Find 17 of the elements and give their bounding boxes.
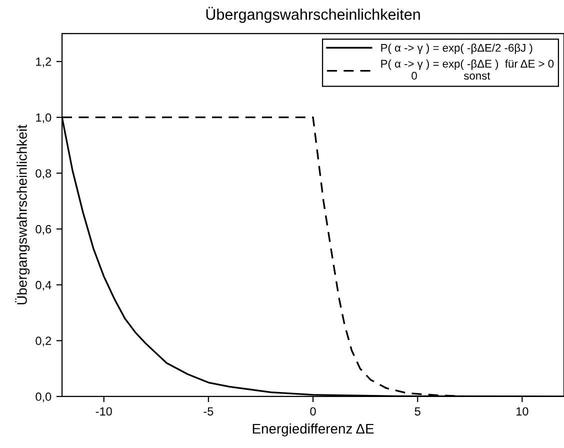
legend-label: P( α -> γ ) = exp( -βΔE/2 -6βJ ) bbox=[381, 44, 532, 54]
y-tick-label: 1,0 bbox=[36, 113, 52, 124]
y-tick-label: 0,2 bbox=[36, 336, 52, 346]
x-tick-label: -10 bbox=[96, 407, 112, 416]
x-axis-title: Energiedifferenz ΔE bbox=[252, 423, 374, 436]
y-axis-title: Übergangswahrscheinlichkeit bbox=[15, 124, 30, 304]
legend-label: P( α -> γ ) = exp( -βΔE ) für ΔE > 0 0 sonst bbox=[381, 60, 554, 80]
y-tick-label: 1,2 bbox=[36, 58, 52, 68]
chart-title: Übergangswahrscheinlichkeiten bbox=[206, 6, 420, 23]
x-tick-label: 5 bbox=[414, 407, 420, 416]
y-tick-label: 0,8 bbox=[36, 169, 52, 179]
y-tick-label: 0,4 bbox=[36, 280, 52, 291]
y-tick-label: 0,6 bbox=[36, 225, 52, 235]
x-tick-label: 0 bbox=[310, 407, 316, 416]
y-tick-label: 0,0 bbox=[36, 392, 52, 402]
x-tick-label: -5 bbox=[204, 407, 214, 416]
x-tick-label: 10 bbox=[516, 407, 528, 416]
